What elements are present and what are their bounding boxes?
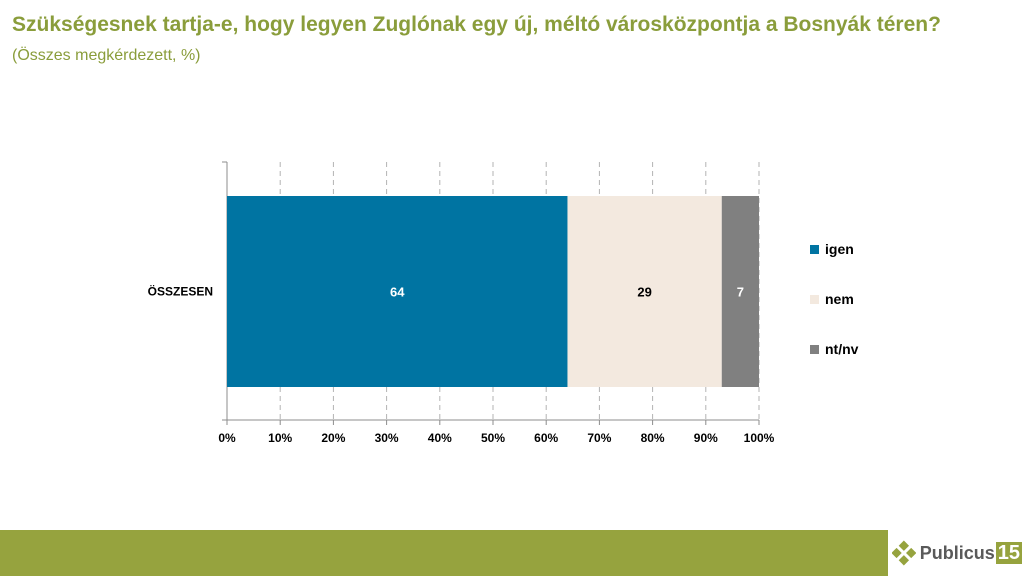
bar-segment-nt-nv: [721, 196, 759, 387]
x-tick-label: 100%: [744, 431, 775, 445]
legend-label: nem: [825, 291, 854, 307]
x-tick-label: 20%: [321, 431, 345, 445]
x-tick-label: 70%: [587, 431, 611, 445]
legend-label: igen: [825, 241, 854, 257]
legend-label: nt/nv: [825, 341, 859, 357]
logo-text: Publicus: [919, 542, 995, 563]
publicus-logo: Publicus 15: [892, 536, 1022, 570]
x-tick-label: 10%: [268, 431, 292, 445]
data-label-igen: 64: [390, 285, 405, 300]
chart-subtitle: (Összes megkérdezett, %): [12, 47, 201, 64]
x-tick-label: 40%: [428, 431, 452, 445]
legend-swatch: [810, 245, 819, 254]
data-label-nt-nv: 7: [737, 285, 744, 300]
x-tick-label: 80%: [641, 431, 665, 445]
page-title: Szükségesnek tartja-e, hogy legyen Zugló…: [12, 10, 1002, 70]
footer-bar: [0, 530, 888, 576]
category-label: ÖSSZESEN: [148, 284, 213, 299]
chart-title: Szükségesnek tartja-e, hogy legyen Zugló…: [12, 13, 941, 36]
legend-swatch: [810, 345, 819, 354]
data-label-nem: 29: [637, 285, 651, 300]
bar-segment-nem: [567, 196, 722, 387]
x-tick-label: 60%: [534, 431, 558, 445]
x-tick-label: 90%: [694, 431, 718, 445]
logo-number: 15: [995, 542, 1022, 564]
bar-segment-igen: [227, 196, 568, 387]
x-tick-label: 30%: [375, 431, 399, 445]
legend-swatch: [810, 295, 819, 304]
x-tick-label: 0%: [218, 431, 236, 445]
diamond-cluster-icon: [892, 540, 916, 566]
x-tick-label: 50%: [481, 431, 505, 445]
